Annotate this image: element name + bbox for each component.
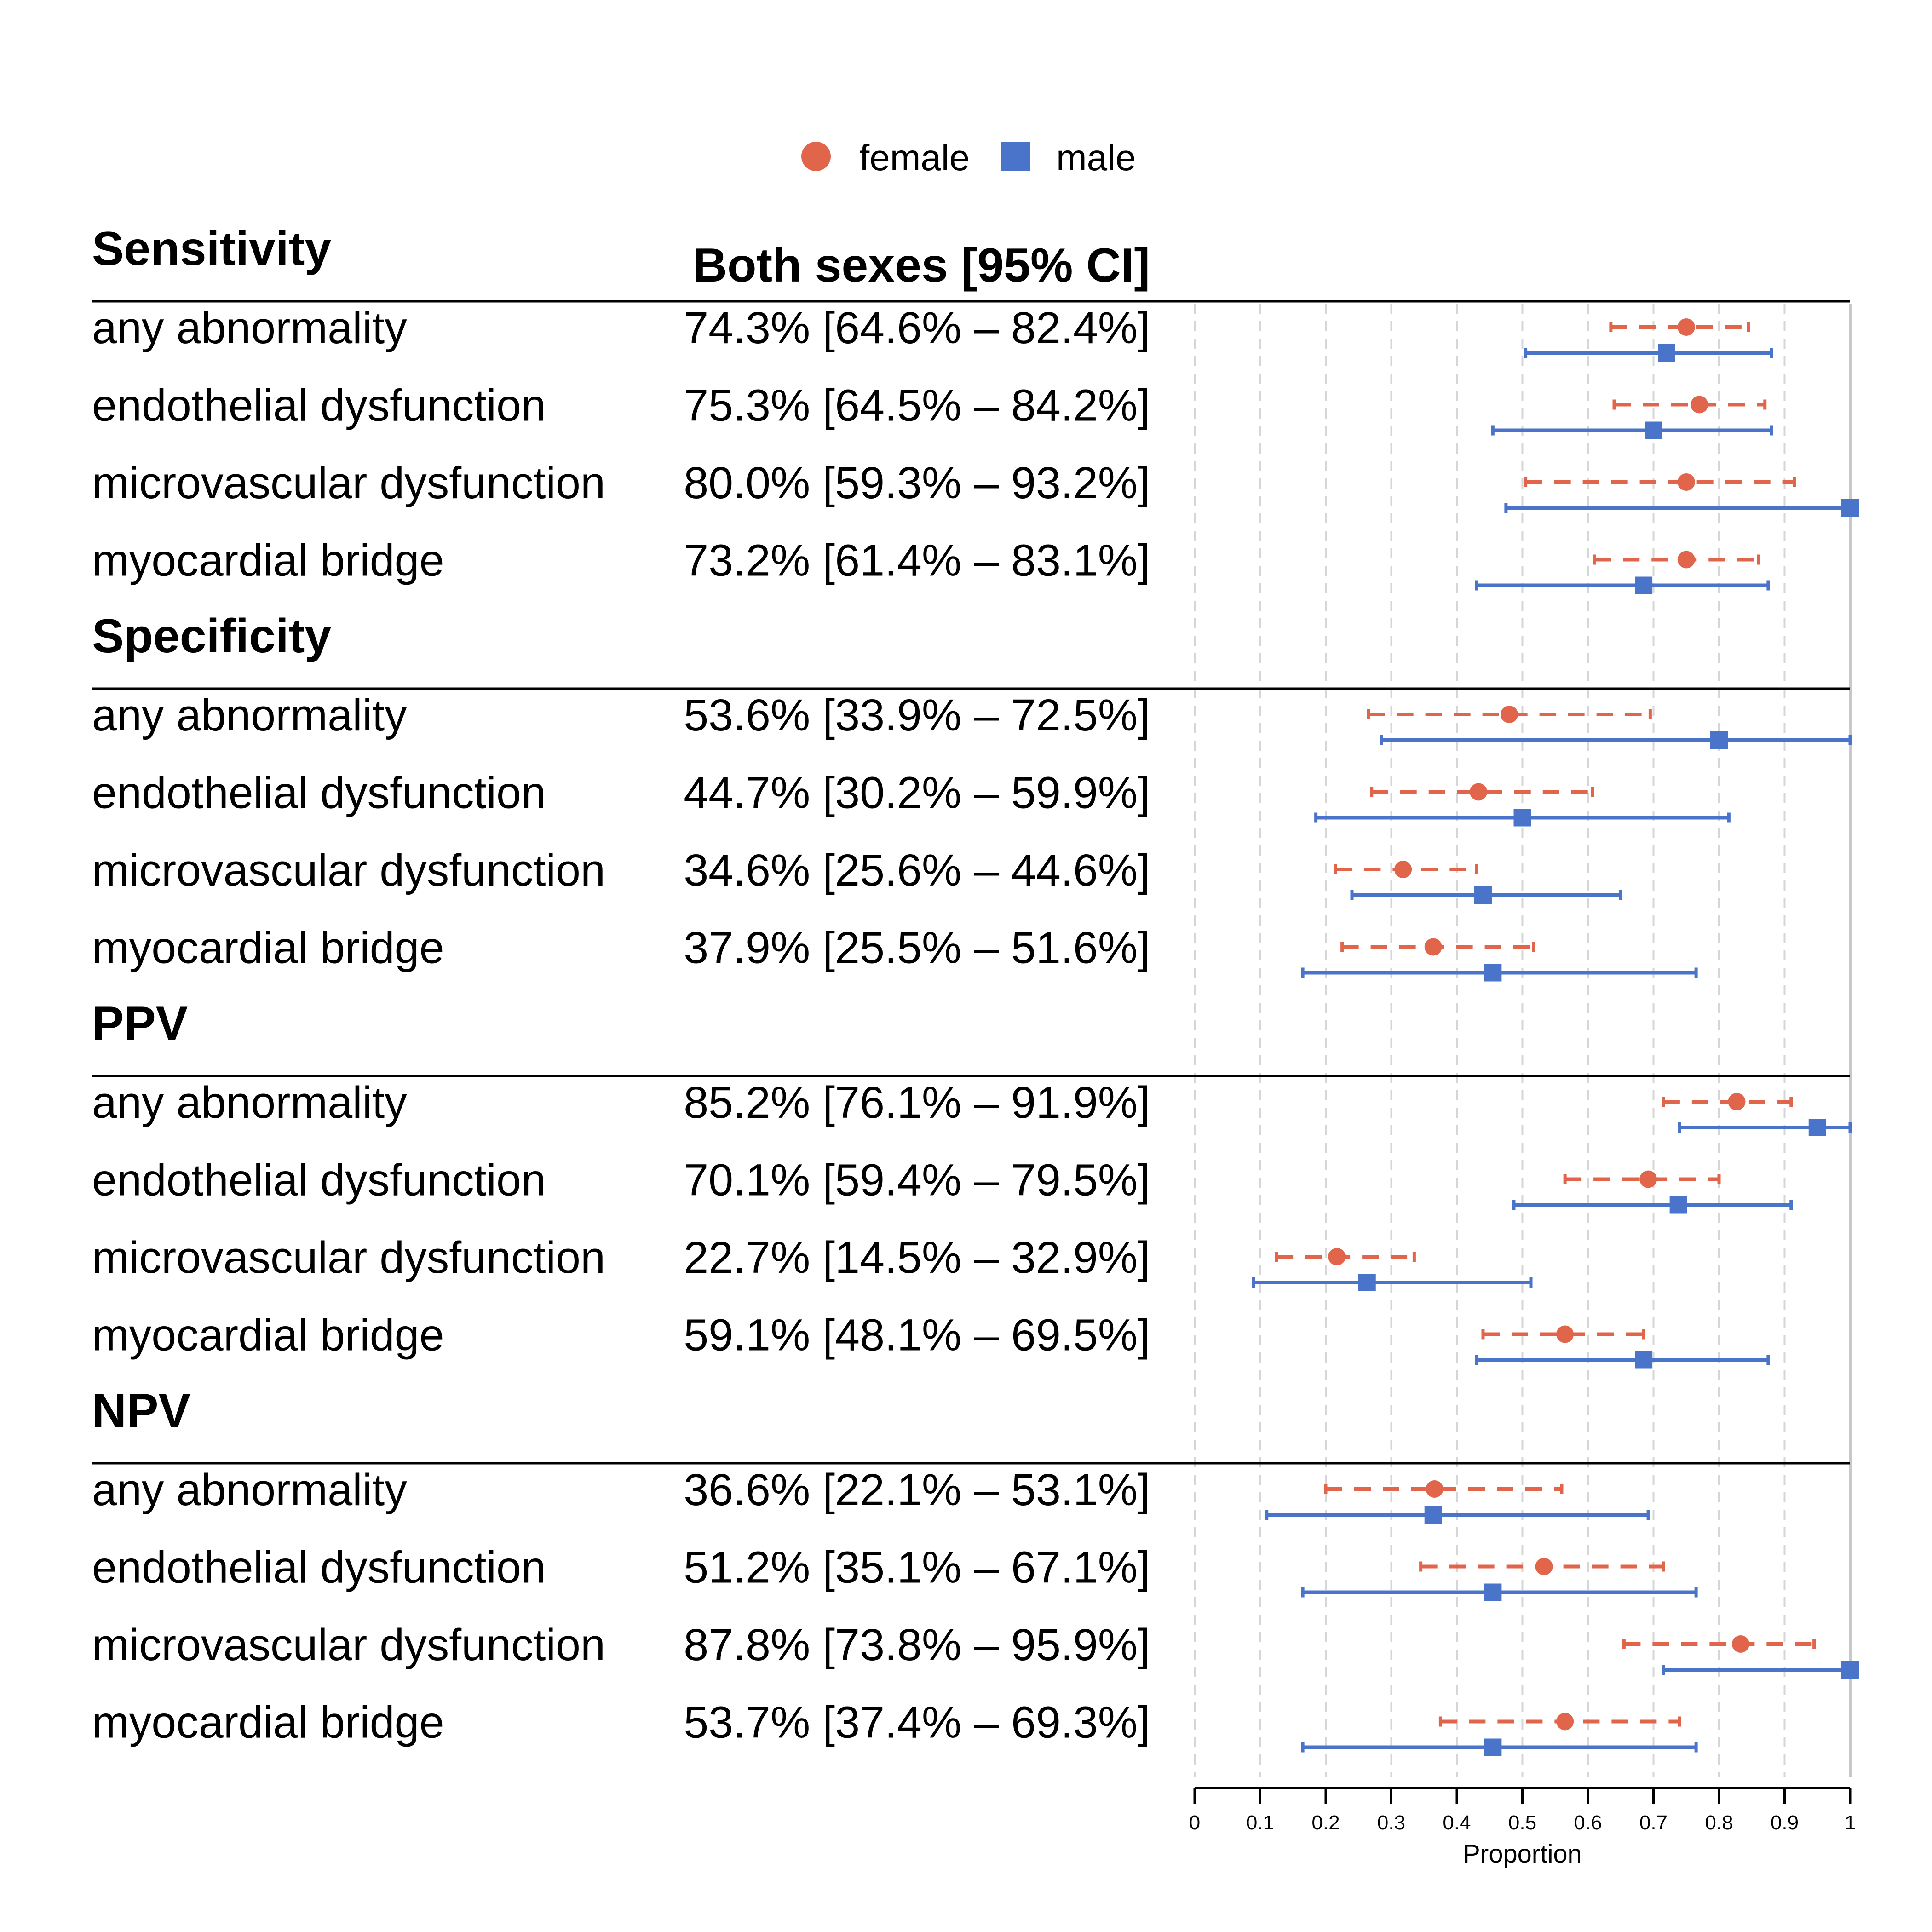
row-estimate: 51.2% [35.1% – 67.1%]: [684, 1542, 1150, 1593]
estimate-column-header: Both sexes [95% CI]: [693, 239, 1150, 292]
x-tick-label: 0.2: [1311, 1811, 1340, 1834]
legend-male-label: male: [1056, 137, 1136, 178]
row-estimate: 22.7% [14.5% – 32.9%]: [684, 1232, 1150, 1282]
row-label: endothelial dysfunction: [92, 1542, 546, 1593]
female-point: [1677, 551, 1695, 569]
row-label: myocardial bridge: [92, 535, 444, 586]
female-point: [1677, 318, 1695, 336]
female-point: [1556, 1713, 1574, 1731]
female-point: [1732, 1635, 1750, 1653]
row-estimate: 36.6% [22.1% – 53.1%]: [684, 1465, 1150, 1515]
row-estimate: 53.6% [33.9% – 72.5%]: [684, 690, 1150, 740]
male-point: [1669, 1196, 1687, 1214]
data-marks: [1252, 318, 1859, 1756]
male-point: [1424, 1506, 1442, 1524]
male-point: [1658, 344, 1675, 362]
x-tick-label: 0.5: [1508, 1811, 1536, 1834]
row-estimate: 44.7% [30.2% – 59.9%]: [684, 768, 1150, 818]
legend-male-marker: [1001, 142, 1030, 171]
row-label: endothelial dysfunction: [92, 1155, 546, 1205]
row-label: myocardial bridge: [92, 1697, 444, 1748]
group-title: NPV: [92, 1384, 190, 1438]
x-axis-title: Proportion: [1463, 1839, 1581, 1868]
row-estimate: 59.1% [48.1% – 69.5%]: [684, 1310, 1150, 1360]
legend-female-marker: [801, 142, 831, 171]
male-point: [1635, 1351, 1653, 1369]
x-tick-label: 0.8: [1705, 1811, 1733, 1834]
group-title: Specificity: [92, 610, 331, 663]
legend: female male: [801, 137, 1136, 178]
row-estimate: 73.2% [61.4% – 83.1%]: [684, 535, 1150, 586]
row-estimate: 74.3% [64.6% – 82.4%]: [684, 303, 1150, 353]
female-point: [1639, 1170, 1657, 1188]
row-estimate: 87.8% [73.8% – 95.9%]: [684, 1620, 1150, 1670]
row-label: any abnormality: [92, 690, 407, 740]
x-tick-label: 0.1: [1246, 1811, 1274, 1834]
x-tick-label: 0.6: [1574, 1811, 1602, 1834]
x-tick-label: 0.9: [1771, 1811, 1799, 1834]
grid-lines: [1194, 304, 1852, 1777]
group-title: PPV: [92, 997, 188, 1050]
x-tick-label: 1: [1845, 1811, 1856, 1834]
male-point: [1635, 576, 1653, 594]
row-estimate: 37.9% [25.5% – 51.6%]: [684, 923, 1150, 973]
row-estimate: 80.0% [59.3% – 93.2%]: [684, 458, 1150, 508]
female-point: [1690, 396, 1708, 414]
row-estimate: 75.3% [64.5% – 84.2%]: [684, 380, 1150, 431]
groups: Sensitivity any abnormality 74.3% [64.6% –…: [92, 222, 1850, 1748]
male-point: [1710, 731, 1728, 749]
group-ppv: PPV any abnormality 85.2% [76.1% – 91.9%] e…: [92, 997, 1850, 1360]
row-label: microvascular dysfunction: [92, 1620, 605, 1670]
male-point: [1484, 1583, 1502, 1601]
male-point: [1513, 809, 1531, 827]
x-tick-label: 0.7: [1639, 1811, 1668, 1834]
female-point: [1424, 938, 1442, 956]
male-point: [1474, 886, 1492, 904]
row-estimate: 53.7% [37.4% – 69.3%]: [684, 1697, 1150, 1748]
legend-female-label: female: [859, 137, 970, 178]
row-estimate: 70.1% [59.4% – 79.5%]: [684, 1155, 1150, 1205]
female-point: [1328, 1248, 1346, 1265]
row-estimate: 85.2% [76.1% – 91.9%]: [684, 1077, 1150, 1127]
male-point: [1484, 964, 1502, 982]
group-title: Sensitivity: [92, 222, 331, 276]
female-point: [1535, 1558, 1553, 1576]
row-label: any abnormality: [92, 1077, 407, 1127]
female-point: [1728, 1093, 1746, 1110]
female-point: [1470, 783, 1488, 801]
male-point: [1841, 499, 1859, 517]
x-axis: 0 0.1 0.2 0.3 0.4 0.5 0.6 0.7 0.8 0.9 1 Proportion: [1189, 1787, 1856, 1868]
group-npv: NPV any abnormality 36.6% [22.1% – 53.1%] e…: [92, 1384, 1850, 1748]
female-point: [1556, 1325, 1574, 1343]
row-label: any abnormality: [92, 1465, 407, 1515]
row-label: microvascular dysfunction: [92, 1232, 605, 1282]
row-estimate: 34.6% [25.6% – 44.6%]: [684, 845, 1150, 895]
x-tick-label: 0: [1189, 1811, 1200, 1834]
x-tick-label: 0.4: [1443, 1811, 1471, 1834]
row-label: microvascular dysfunction: [92, 458, 605, 508]
female-point: [1426, 1480, 1443, 1498]
group-specificity: Specificity any abnormality 53.6% [33.9% –…: [92, 610, 1850, 973]
male-point: [1808, 1119, 1826, 1136]
group-sensitivity: Sensitivity any abnormality 74.3% [64.6% –…: [92, 222, 1850, 586]
row-label: myocardial bridge: [92, 923, 444, 973]
row-label: endothelial dysfunction: [92, 380, 546, 431]
x-tick-label: 0.3: [1377, 1811, 1405, 1834]
row-label: microvascular dysfunction: [92, 845, 605, 895]
female-point: [1394, 861, 1412, 878]
row-label: endothelial dysfunction: [92, 768, 546, 818]
row-label: any abnormality: [92, 303, 407, 353]
male-point: [1841, 1661, 1859, 1679]
female-point: [1501, 706, 1518, 723]
female-point: [1677, 473, 1695, 491]
male-point: [1644, 421, 1662, 439]
male-point: [1358, 1274, 1376, 1291]
row-label: myocardial bridge: [92, 1310, 444, 1360]
male-point: [1484, 1738, 1502, 1756]
